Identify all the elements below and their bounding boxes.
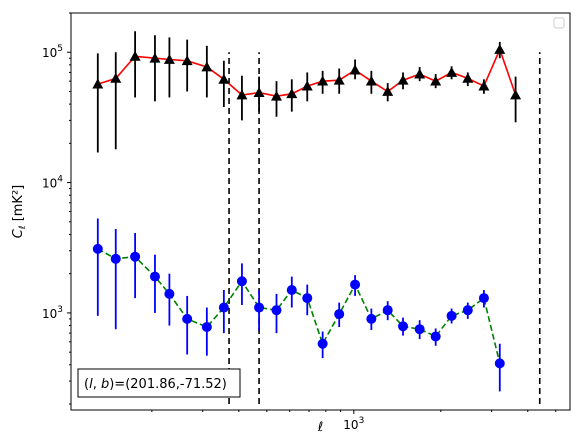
- y-tick-label: 104: [42, 175, 63, 191]
- data-point-triangle: [365, 75, 377, 86]
- data-point-triangle: [317, 75, 329, 86]
- data-point-triangle: [253, 87, 265, 98]
- data-point-circle: [382, 305, 393, 316]
- data-point-circle: [130, 251, 141, 262]
- data-point-triangle: [333, 74, 345, 85]
- y-tick-base: 10: [42, 307, 57, 321]
- data-point-triangle: [236, 89, 248, 100]
- data-point-circle: [478, 293, 489, 304]
- data-point-triangle: [92, 78, 104, 89]
- plot-frame: [70, 12, 571, 411]
- data-point-circle: [92, 243, 103, 254]
- y-tick-base: 10: [42, 46, 57, 60]
- data-point-circle: [182, 313, 193, 324]
- data-point-circle: [414, 324, 425, 335]
- annotation-var-b: b: [101, 377, 109, 392]
- data-point-triangle: [510, 89, 522, 100]
- data-point-triangle: [286, 88, 298, 99]
- data-point-triangle: [430, 75, 442, 86]
- data-point-circle: [366, 313, 377, 324]
- data-point-circle: [110, 253, 121, 264]
- y-tick-label: 105: [42, 44, 63, 60]
- annotation-sep: ,: [93, 377, 101, 392]
- data-point-triangle: [218, 73, 230, 84]
- annotation-prefix: (: [84, 377, 89, 392]
- plot-area: [92, 31, 541, 405]
- data-point-circle: [218, 302, 229, 313]
- x-tick-label: 103: [343, 416, 364, 432]
- data-point-circle: [350, 279, 361, 290]
- y-tick-base: 10: [42, 177, 57, 191]
- data-point-triangle: [462, 72, 474, 83]
- data-point-triangle: [270, 90, 282, 101]
- x-tick-base: 10: [343, 418, 358, 432]
- data-point-circle: [149, 271, 160, 282]
- plot-content: [92, 31, 541, 405]
- y-tick-label: 103: [42, 305, 63, 321]
- data-point-triangle: [149, 52, 161, 63]
- legend-box: [553, 17, 565, 29]
- data-point-circle: [494, 358, 505, 369]
- x-tick-exponent: 3: [359, 416, 365, 426]
- annotation-var-l: l: [89, 377, 93, 392]
- data-point-triangle: [201, 61, 213, 72]
- series-line-1: [97, 248, 501, 364]
- y-axis-label: Cℓ [mK²]: [11, 185, 28, 238]
- data-point-triangle: [181, 55, 193, 66]
- data-point-circle: [254, 302, 265, 313]
- data-point-triangle: [163, 53, 175, 64]
- data-point-circle: [302, 293, 313, 304]
- data-point-circle: [164, 288, 175, 299]
- data-point-triangle: [110, 72, 122, 83]
- data-point-triangle: [446, 66, 458, 77]
- data-point-circle: [462, 305, 473, 316]
- y-tick-exponent: 5: [57, 44, 63, 54]
- data-point-circle: [334, 309, 345, 320]
- data-point-circle: [271, 305, 282, 316]
- data-point-triangle: [397, 74, 409, 85]
- y-label-units: [mK²]: [11, 185, 26, 226]
- data-point-circle: [317, 338, 328, 349]
- data-point-circle: [201, 321, 212, 332]
- data-point-triangle: [382, 85, 394, 96]
- data-point-triangle: [494, 43, 506, 54]
- data-point-triangle: [478, 80, 490, 91]
- data-point-circle: [286, 284, 297, 295]
- data-point-triangle: [301, 80, 313, 91]
- y-label-subscript: ℓ: [18, 225, 28, 230]
- annotation-values: )=(201.86,-71.52): [109, 377, 227, 392]
- y-label-symbol: C: [11, 228, 26, 238]
- coordinate-annotation: (l, b)=(201.86,-71.52): [77, 368, 241, 398]
- data-point-circle: [446, 310, 457, 321]
- x-axis-label: ℓ: [317, 420, 323, 435]
- data-point-circle: [430, 331, 441, 342]
- data-point-circle: [398, 321, 409, 332]
- data-point-triangle: [414, 68, 426, 79]
- y-tick-exponent: 4: [57, 175, 63, 185]
- data-point-circle: [236, 276, 247, 287]
- y-tick-exponent: 3: [57, 305, 63, 315]
- annotation-text: (l, b)=(201.86,-71.52): [84, 377, 227, 392]
- data-point-triangle: [349, 64, 361, 75]
- data-point-triangle: [129, 50, 141, 61]
- annotation-box: [77, 368, 241, 398]
